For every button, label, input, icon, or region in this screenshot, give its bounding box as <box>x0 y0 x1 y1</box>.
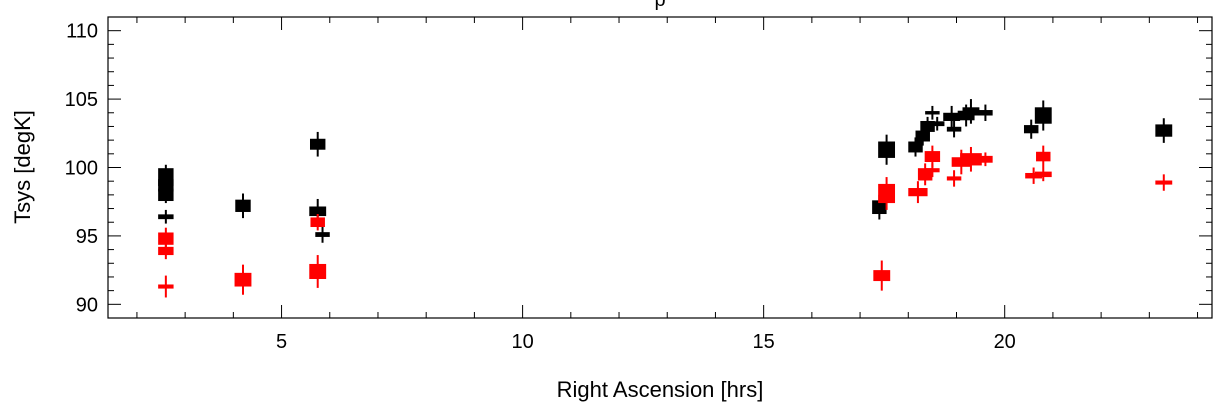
data-point <box>158 186 174 204</box>
data-point <box>1034 167 1052 182</box>
y-tick-label: 105 <box>65 89 98 111</box>
x-tick-label: 10 <box>511 331 533 353</box>
data-marker <box>978 110 993 116</box>
chart-title: p <box>654 0 665 11</box>
data-marker <box>1034 171 1052 178</box>
data-point <box>309 131 326 157</box>
data-marker <box>962 107 980 116</box>
data-marker <box>1036 151 1051 162</box>
data-marker <box>978 155 993 163</box>
data-marker <box>873 270 891 282</box>
data-marker <box>878 141 896 158</box>
x-tick-label: 15 <box>753 331 775 353</box>
data-marker <box>310 217 325 228</box>
data-point <box>925 105 940 120</box>
data-point <box>920 116 935 137</box>
data-marker <box>946 126 962 132</box>
y-tick-label: 95 <box>76 226 98 248</box>
data-point <box>925 163 940 178</box>
data-marker <box>235 199 251 212</box>
data-point <box>946 120 962 138</box>
data-point <box>309 255 327 288</box>
data-marker <box>1155 124 1173 137</box>
data-point <box>878 134 896 165</box>
data-marker <box>908 141 923 153</box>
data-point <box>978 104 993 121</box>
data-marker <box>925 111 940 115</box>
data-marker <box>943 112 961 121</box>
data-marker <box>878 183 896 204</box>
data-point <box>158 275 174 298</box>
data-point <box>878 177 896 210</box>
data-point <box>908 181 928 204</box>
x-tick-label: 5 <box>276 331 287 353</box>
data-marker <box>158 232 174 245</box>
data-point <box>1025 167 1043 184</box>
y-tick-label: 90 <box>76 294 98 316</box>
data-marker <box>315 232 330 237</box>
data-marker <box>924 151 941 163</box>
data-point <box>235 193 251 219</box>
data-point <box>310 214 325 231</box>
data-marker <box>309 138 326 150</box>
axis-tick-labels: 5 10 15 20 90 95 100 105 110 <box>65 21 1016 353</box>
data-marker <box>925 168 940 173</box>
data-marker <box>158 188 174 202</box>
data-marker <box>309 263 327 280</box>
data-point <box>873 260 891 291</box>
data-marker <box>915 130 930 142</box>
data-marker <box>158 284 174 289</box>
data-point <box>1155 118 1173 143</box>
series-0 <box>158 99 1173 243</box>
data-marker <box>1025 172 1043 179</box>
data-marker <box>158 179 174 192</box>
data-point <box>315 226 330 243</box>
plot-frame <box>107 16 1213 319</box>
data-point <box>1023 119 1039 139</box>
data-point <box>1155 174 1173 191</box>
data-marker <box>960 153 982 166</box>
data-point <box>158 242 174 260</box>
data-marker <box>158 214 174 220</box>
x-tick-label: 20 <box>994 331 1016 353</box>
y-tick-label: 110 <box>66 21 98 43</box>
data-marker <box>908 188 928 197</box>
data-point <box>943 105 961 128</box>
data-point <box>929 116 945 131</box>
x-axis-title: Right Ascension [hrs] <box>557 377 764 402</box>
data-point <box>962 99 980 124</box>
data-point <box>978 152 993 167</box>
y-tick-label: 100 <box>65 158 98 180</box>
data-point <box>1034 100 1052 131</box>
y-axis-title: Tsys [degK] <box>10 110 35 224</box>
data-point <box>234 264 252 295</box>
data-marker <box>158 246 174 256</box>
axis-ticks <box>108 16 1212 319</box>
data-point <box>1036 145 1051 168</box>
data-marker <box>309 206 327 217</box>
data-point <box>946 170 962 187</box>
data-marks <box>158 99 1173 298</box>
data-point <box>917 163 933 186</box>
data-marker <box>946 176 962 181</box>
data-marker <box>1155 180 1173 185</box>
data-marker <box>234 272 252 287</box>
data-point <box>158 209 174 224</box>
data-marker <box>1034 107 1052 124</box>
data-marker <box>920 120 935 132</box>
data-point <box>960 146 982 172</box>
data-marker <box>929 121 945 127</box>
data-marker <box>1023 125 1039 134</box>
series-1 <box>158 145 1173 298</box>
data-marker <box>872 200 887 215</box>
